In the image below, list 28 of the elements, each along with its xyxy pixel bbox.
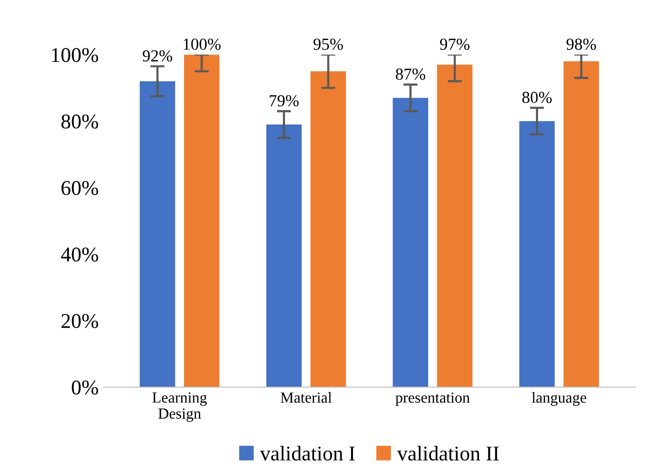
bar (564, 61, 599, 388)
data-label: 92% (142, 50, 172, 62)
x-tick-label: Material (280, 392, 332, 403)
data-label: 95% (314, 38, 343, 50)
bar (184, 54, 220, 388)
y-tick-label: 80% (61, 114, 98, 129)
data-label: 98% (566, 38, 596, 50)
x-tick-label: Learning Design (152, 392, 207, 422)
x-tick-label: language (532, 392, 586, 406)
data-label: 97% (440, 38, 470, 50)
bar (140, 81, 176, 388)
y-tick-label: 60% (62, 181, 98, 196)
y-tick-label: 0% (72, 380, 98, 395)
data-label: 87% (396, 68, 426, 80)
y-tick-label: 100% (52, 48, 98, 62)
y-tick-label: 20% (62, 314, 98, 328)
bar (310, 71, 346, 388)
data-label: 79% (270, 95, 299, 106)
bar (437, 64, 472, 388)
bar (519, 121, 555, 388)
bar (266, 124, 302, 388)
legend-label: validation II (397, 446, 499, 461)
bar (392, 98, 428, 388)
x-tick-label: presentation (396, 392, 470, 406)
legend-label: validation I (260, 446, 355, 461)
data-label: 80% (522, 92, 552, 104)
data-label: 100% (184, 38, 221, 50)
y-tick-label: 40% (61, 248, 98, 262)
